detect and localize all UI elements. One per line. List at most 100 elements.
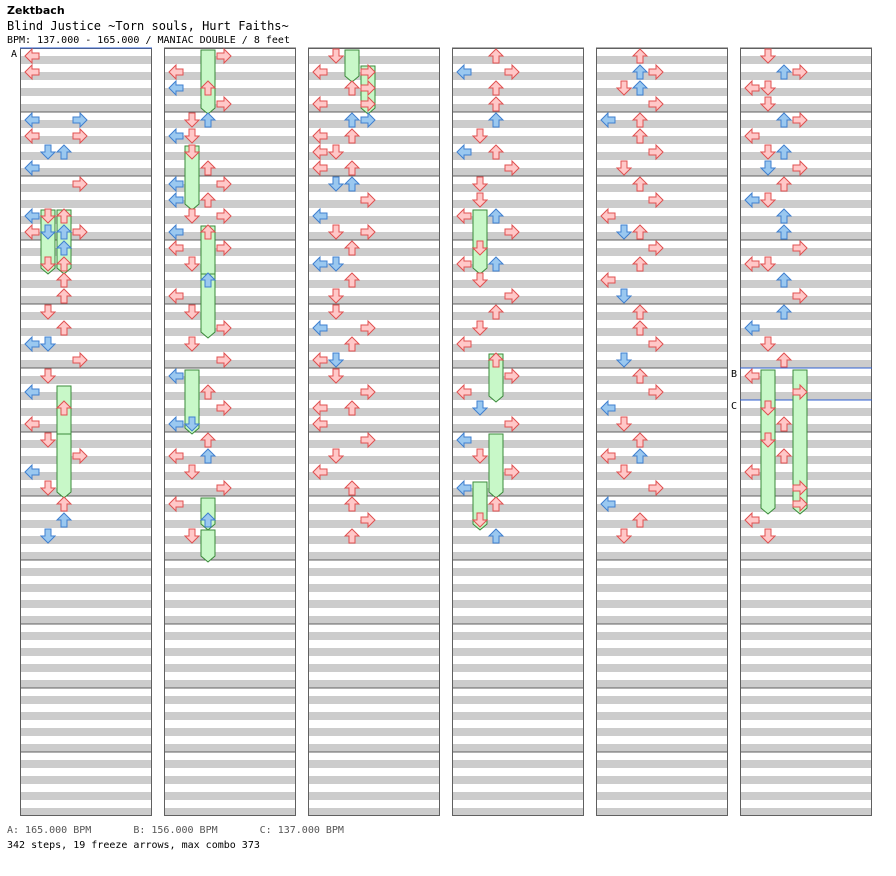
beat-stripe (740, 616, 872, 624)
step-arrow-right (216, 47, 232, 65)
beat-stripe (164, 472, 296, 480)
column-border (740, 48, 872, 816)
step-arrow-right (360, 431, 376, 449)
step-arrow-left (168, 239, 184, 257)
beat-stripe (740, 168, 872, 176)
step-arrow-right (504, 63, 520, 81)
step-arrow-right (216, 399, 232, 417)
beat-stripe (596, 120, 728, 128)
beat-stripe (164, 88, 296, 96)
beat-stripe (164, 680, 296, 688)
beat-stripe (452, 136, 584, 144)
step-arrow-down (39, 304, 57, 320)
beat-stripe (308, 760, 440, 768)
beat-stripe (20, 184, 152, 192)
step-arrow-down (759, 160, 777, 176)
step-arrow-right (72, 351, 88, 369)
beat-stripe (452, 568, 584, 576)
step-arrow-right (504, 415, 520, 433)
step-arrow-down (615, 464, 633, 480)
step-arrow-down (39, 368, 57, 384)
beat-stripe (308, 264, 440, 272)
beat-stripe (452, 440, 584, 448)
beat-stripe (452, 648, 584, 656)
beat-stripe (164, 312, 296, 320)
step-arrow-right (360, 319, 376, 337)
beat-stripe (452, 104, 584, 112)
beat-stripe (452, 728, 584, 736)
step-arrow-down (471, 176, 489, 192)
step-arrow-right (504, 367, 520, 385)
step-arrow-right (360, 383, 376, 401)
beat-stripe (596, 472, 728, 480)
beat-stripe (452, 504, 584, 512)
step-arrow-down (471, 240, 489, 256)
beat-stripe (452, 776, 584, 784)
beat-stripe (20, 616, 152, 624)
step-arrow-left (24, 127, 40, 145)
step-arrow-down (615, 528, 633, 544)
beat-stripe (308, 808, 440, 816)
freeze-arrow (184, 145, 200, 211)
step-arrow-left (312, 415, 328, 433)
step-arrow-left (168, 495, 184, 513)
step-arrow-up (631, 512, 649, 528)
step-arrow-down (759, 80, 777, 96)
beat-stripe (740, 72, 872, 80)
step-arrow-left (456, 383, 472, 401)
beat-stripe (596, 408, 728, 416)
beat-stripe (740, 344, 872, 352)
step-arrow-left (24, 63, 40, 81)
step-arrow-left (600, 399, 616, 417)
beat-stripe (740, 56, 872, 64)
beat-stripe (20, 600, 152, 608)
beat-stripe (20, 632, 152, 640)
step-arrow-left (744, 319, 760, 337)
bpm-change-marker: B (731, 369, 737, 380)
beat-stripe (308, 616, 440, 624)
beat-stripe (20, 520, 152, 528)
beat-stripe (20, 312, 152, 320)
beat-stripe (20, 744, 152, 752)
step-arrow-left (312, 143, 328, 161)
step-arrow-down (327, 48, 345, 64)
step-arrow-left (744, 79, 760, 97)
beat-stripe (308, 120, 440, 128)
step-arrow-down (39, 256, 57, 272)
beat-stripe (596, 72, 728, 80)
step-arrow-left (24, 335, 40, 353)
beat-stripe (164, 568, 296, 576)
step-arrow-down (183, 304, 201, 320)
beat-stripe (20, 376, 152, 384)
step-arrow-up (343, 400, 361, 416)
beat-stripe (596, 680, 728, 688)
beat-stripe (164, 808, 296, 816)
beat-stripe (164, 424, 296, 432)
beat-stripe (20, 424, 152, 432)
beat-stripe (740, 744, 872, 752)
step-arrow-up (775, 448, 793, 464)
beat-stripe (164, 616, 296, 624)
step-arrow-up (55, 288, 73, 304)
step-arrow-down (471, 512, 489, 528)
beat-stripe (308, 152, 440, 160)
beat-stripe (740, 184, 872, 192)
beat-stripe (740, 712, 872, 720)
beat-stripe (596, 296, 728, 304)
beat-stripe (452, 632, 584, 640)
beat-stripe (308, 632, 440, 640)
step-arrow-left (744, 255, 760, 273)
freeze-arrow (344, 49, 360, 83)
beat-stripe (740, 536, 872, 544)
step-arrow-down (471, 192, 489, 208)
step-arrow-right (504, 463, 520, 481)
step-arrow-down (615, 224, 633, 240)
step-arrow-left (168, 127, 184, 145)
beat-stripe (596, 328, 728, 336)
step-arrow-down (327, 144, 345, 160)
beat-stripe (452, 456, 584, 464)
step-arrow-right (792, 159, 808, 177)
beat-stripe (596, 264, 728, 272)
beat-stripe (452, 184, 584, 192)
beat-stripe (308, 392, 440, 400)
